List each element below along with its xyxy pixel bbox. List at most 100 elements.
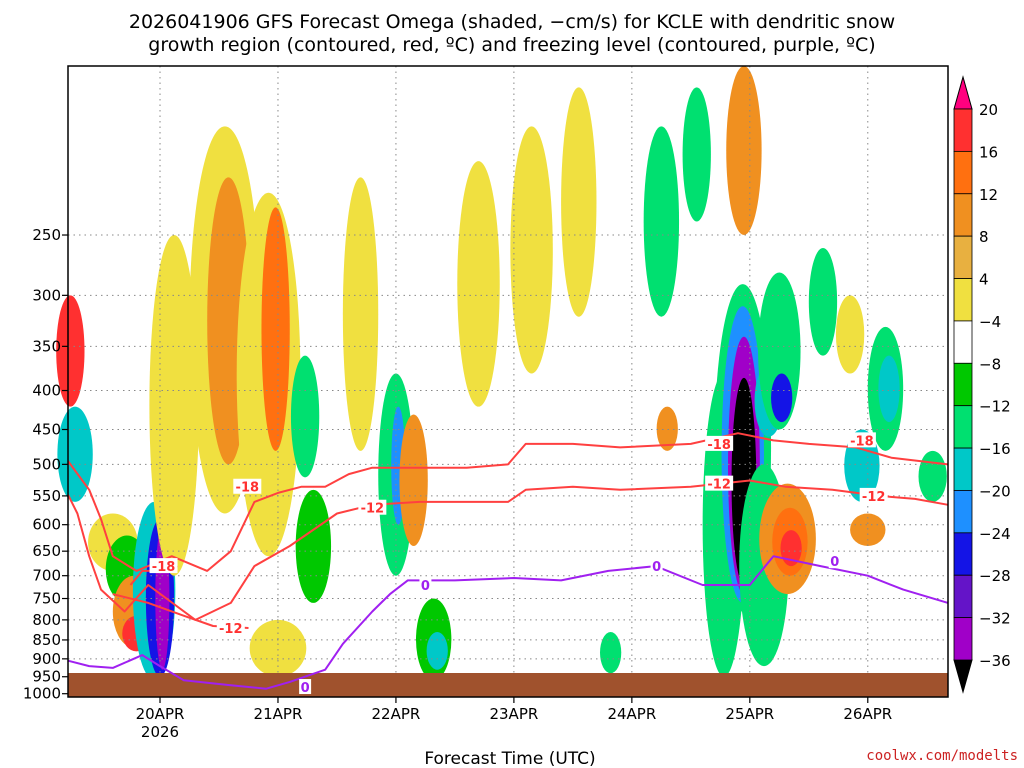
ytick-label-900: 900 [32,650,61,668]
colorbar-label-11: −28 [979,567,1011,585]
colorbar-swatch-6 [953,362,973,407]
contour-label-bg-11 [828,553,841,569]
omega-shade-28 [656,406,678,451]
ytick-label-850: 850 [32,631,61,649]
pressure-axis: 2503003504004505005506006507007508008509… [23,226,68,703]
contour-label-bg-10 [650,558,663,574]
omega-shade-45 [835,295,865,374]
xtick-label-25APR: 25APR [725,705,774,723]
ytick-label-650: 650 [32,542,61,560]
colorbar-label-3: 8 [979,228,989,246]
ytick-label-500: 500 [32,455,61,473]
colorbar-label-5: −4 [979,313,1001,331]
colorbar-label-13: −36 [979,652,1011,670]
ytick-label-450: 450 [32,421,61,439]
contour-label-bg-1 [358,499,387,515]
omega-colorbar: 20 16 12 8 4 −4 −8 −12 −16 −20 −24 −28 −32 −36 [953,75,1011,694]
colorbar-swatch-2 [953,193,973,237]
contour-label-8: 0 [301,681,310,696]
xtick-label-24APR: 24APR [607,705,656,723]
omega-shade-43 [780,530,802,567]
source-credit: coolwx.com/modelts [866,748,1018,764]
ytick-label-250: 250 [32,226,61,244]
omega-shade-49 [878,355,900,423]
omega-shade-9 [149,235,199,576]
colorbar-label-2: 12 [979,186,998,204]
contour-label-11: 0 [830,555,839,570]
colorbar-label-0: 20 [979,101,998,119]
omega-shade-15 [290,355,320,478]
colorbar-label-4: 4 [979,271,989,289]
omega-shade-50 [918,450,947,502]
ytick-label-600: 600 [32,516,61,534]
contour-label-bg-2 [705,435,734,451]
colorbar-label-6: −8 [979,355,1001,373]
omega-shade-40 [771,373,793,423]
omega-shade-14 [249,619,307,677]
temperature-contours [67,432,949,690]
contour-label-2: -18 [707,438,731,453]
colorbar-swatch-8 [953,447,973,491]
colorbar-swatch-1 [953,150,973,195]
contour-label-3: -12 [707,478,731,493]
contour-labels: -18 -12 -18 -12 -18 -12 -18 -12 0 0 0 0 [149,432,888,696]
contour-label-4: -18 [850,434,874,449]
ytick-label-750: 750 [32,590,61,608]
colorbar-swatch-9 [953,490,973,534]
colorbar-swatch-7 [953,405,973,449]
omega-shade-20 [399,414,428,547]
chart-title-line1: 2026041906 GFS Forecast Omega (shaded, −… [129,11,895,33]
xtick-label-21APR: 21APR [254,705,303,723]
contour-label-5: -12 [862,490,886,505]
colorbar-bottom-cap [953,659,973,694]
omega-shade-25 [561,87,597,317]
contour-label-bg-4 [847,432,876,448]
contour-label-bg-9 [419,577,432,593]
ytick-label-400: 400 [32,382,61,400]
contour-label-bg-8 [299,679,312,695]
colorbar-swatch-11 [953,574,973,619]
colorbar-top-cap [953,75,973,110]
colorbar-swatch-5 [953,320,973,364]
omega-shade-23 [457,161,500,407]
omega-shade-22 [426,632,448,670]
ytick-label-700: 700 [32,567,61,585]
contour-label-bg-0 [233,478,262,494]
omega-shade-16 [295,489,332,603]
colorbar-label-10: −24 [979,525,1011,543]
colorbar-swatch-10 [953,532,973,576]
ytick-label-350: 350 [32,337,61,355]
omega-shade-1 [56,295,85,407]
xtick-sublabel-year: 2026 [141,723,179,741]
colorbar-swatch-4 [953,278,973,322]
omega-shade-24 [510,126,553,374]
ytick-label-800: 800 [32,611,61,629]
contour-label-9: 0 [421,579,430,594]
ground-surface [68,673,948,697]
contour-label-bg-5 [859,487,888,503]
omega-shade-26 [600,632,622,674]
contour-2 [67,555,949,690]
omega-shade-27 [643,126,680,317]
omega-shade-44 [808,247,838,356]
contour-label-bg-3 [705,475,734,491]
chart-title-line2: growth region (contoured, red, ºC) and f… [148,34,875,56]
xtick-label-26APR: 26APR [843,705,892,723]
colorbar-label-8: −16 [979,440,1011,458]
omega-shading-layer [56,66,947,681]
contour-label-0: -18 [236,481,260,496]
ytick-label-300: 300 [32,286,61,304]
contour-1 [67,479,949,621]
plot-frame [67,65,949,698]
colorbar-swatch-0 [953,108,973,152]
omega-shade-36 [726,66,762,236]
contour-label-bg-6 [149,558,178,574]
colorbar-label-1: 16 [979,143,998,161]
omega-shade-13 [261,207,290,451]
contour-label-bg-7 [216,620,245,636]
ytick-label-950: 950 [32,668,61,686]
omega-shade-0 [57,406,93,502]
x-axis-label: Forecast Time (UTC) [424,749,595,768]
colorbar-label-7: −12 [979,398,1011,416]
contour-label-1: -12 [361,502,385,517]
